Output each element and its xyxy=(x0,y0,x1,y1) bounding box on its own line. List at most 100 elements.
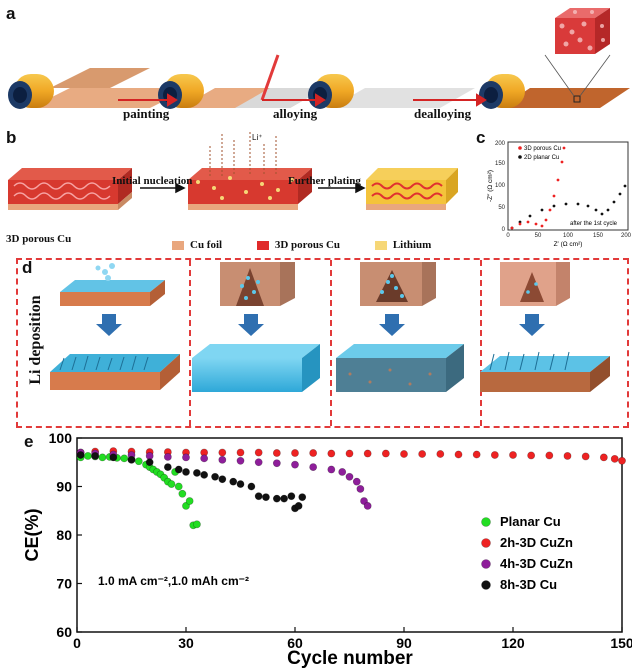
deposition-porous-top-2 xyxy=(220,262,295,306)
legend-label: 3D porous Cu xyxy=(274,239,341,251)
deposition-planar-top xyxy=(60,263,165,306)
foil-roll-stage-1 xyxy=(8,68,190,109)
data-point xyxy=(291,460,299,469)
x-tick-label: 90 xyxy=(396,635,412,651)
data-point xyxy=(381,449,390,458)
divider xyxy=(189,260,191,426)
x-tick-label: 0 xyxy=(73,635,81,651)
legend-label: 8h-3D Cu xyxy=(500,577,557,592)
divider xyxy=(480,260,482,426)
data-point xyxy=(436,450,445,458)
data-point xyxy=(247,482,256,491)
data-point xyxy=(298,493,307,502)
lithium-plated-block-3 xyxy=(366,168,458,210)
data-point xyxy=(356,485,365,493)
y-tick: 200 xyxy=(495,141,506,147)
x-tick: 50 xyxy=(535,233,542,239)
legend-label: 4h-3D CuZn xyxy=(500,556,573,571)
x-axis-label: Z′ (Ω cm²) xyxy=(554,241,583,248)
panel-b-legend: Cu foil 3D porous Cu Lithium xyxy=(172,239,431,251)
legend-marker xyxy=(481,580,491,590)
step-label-dealloying: dealloying xyxy=(414,106,472,121)
data-point xyxy=(610,454,619,463)
panel-e-ce-chart: 60 70 80 90 100 0 30 60 90 120 150 CE(%) Cycle nu… xyxy=(22,430,632,668)
data-point xyxy=(327,449,336,458)
deposition-porous-bottom-2 xyxy=(192,344,320,392)
legend-label: 2D planar Cu xyxy=(524,155,559,161)
data-point xyxy=(120,454,129,463)
deposition-porous-bottom-4 xyxy=(480,351,610,392)
porous-cu-cube-icon xyxy=(555,8,610,54)
legend-label: Planar Cu xyxy=(500,514,561,529)
data-point xyxy=(563,452,572,460)
step-label-alloying: alloying xyxy=(273,106,318,121)
annotation: after the 1st cycle xyxy=(570,221,618,227)
data-point xyxy=(280,494,288,503)
x-axis-label: Cycle number xyxy=(287,648,413,668)
data-point xyxy=(262,493,270,502)
data-point xyxy=(211,472,219,481)
data-point xyxy=(345,449,354,458)
data-point xyxy=(599,453,608,462)
panel-letter-c: c xyxy=(476,128,486,147)
data-point xyxy=(182,468,190,476)
data-point xyxy=(236,448,245,457)
data-point xyxy=(272,449,281,457)
data-point xyxy=(84,452,92,460)
data-point xyxy=(229,477,238,486)
data-point xyxy=(218,475,227,484)
legend-swatch xyxy=(172,240,184,250)
panel-letter-d: d xyxy=(22,258,33,277)
foil-roll-stage-4 xyxy=(479,54,630,109)
li-deposition-label: Li deposition xyxy=(27,295,44,385)
series-3d-porous-cu xyxy=(510,146,566,230)
data-point xyxy=(363,502,372,510)
y-tick-label: 60 xyxy=(56,624,72,640)
down-arrow-icon xyxy=(96,314,122,336)
y-tick: 0 xyxy=(502,227,506,233)
y-tick-label: 90 xyxy=(56,479,72,495)
data-point xyxy=(163,453,172,461)
arrow-label-further-plating: Further plating xyxy=(288,175,361,187)
data-point xyxy=(192,469,201,477)
y-axis-label: -Z″ (Ω cm²) xyxy=(487,170,494,202)
porous-cu-block-2 xyxy=(188,132,312,210)
data-point xyxy=(509,451,517,459)
data-point xyxy=(192,520,201,529)
data-point xyxy=(254,448,263,457)
annotation: 1.0 mA cm⁻²,1.0 mAh cm⁻² xyxy=(98,574,249,588)
y-tick: 50 xyxy=(498,205,505,211)
data-point xyxy=(236,480,245,488)
legend-swatch xyxy=(256,240,269,250)
data-point xyxy=(174,465,183,474)
y-tick: 100 xyxy=(495,183,506,189)
series-3 xyxy=(76,451,307,513)
y-tick-label: 100 xyxy=(49,430,73,446)
panel-b-plating-diagram xyxy=(8,132,458,210)
data-point xyxy=(145,458,154,467)
panel-letter-a: a xyxy=(6,4,16,23)
panel-letter-e: e xyxy=(24,432,34,451)
data-point xyxy=(91,452,100,460)
data-point xyxy=(76,451,85,459)
data-point xyxy=(418,450,427,458)
data-point xyxy=(98,453,107,462)
legend-marker xyxy=(481,517,491,527)
data-point xyxy=(545,451,554,460)
x-tick: 100 xyxy=(563,233,574,239)
x-tick-label: 120 xyxy=(501,635,525,651)
li-ion-label: Li⁺ xyxy=(252,133,263,142)
panel-d-deposition-diagram xyxy=(50,262,610,392)
data-point xyxy=(287,492,296,501)
data-point xyxy=(472,450,481,459)
data-point xyxy=(291,449,299,457)
panel-a-process-diagram xyxy=(8,8,630,109)
data-point xyxy=(134,457,143,466)
data-point xyxy=(236,456,245,465)
data-point xyxy=(254,492,263,501)
y-axis-label: CE(%) xyxy=(22,508,42,561)
data-point xyxy=(294,502,303,510)
x-tick-label: 150 xyxy=(610,635,632,651)
data-point xyxy=(127,455,136,464)
panel-letter-b: b xyxy=(6,128,17,147)
